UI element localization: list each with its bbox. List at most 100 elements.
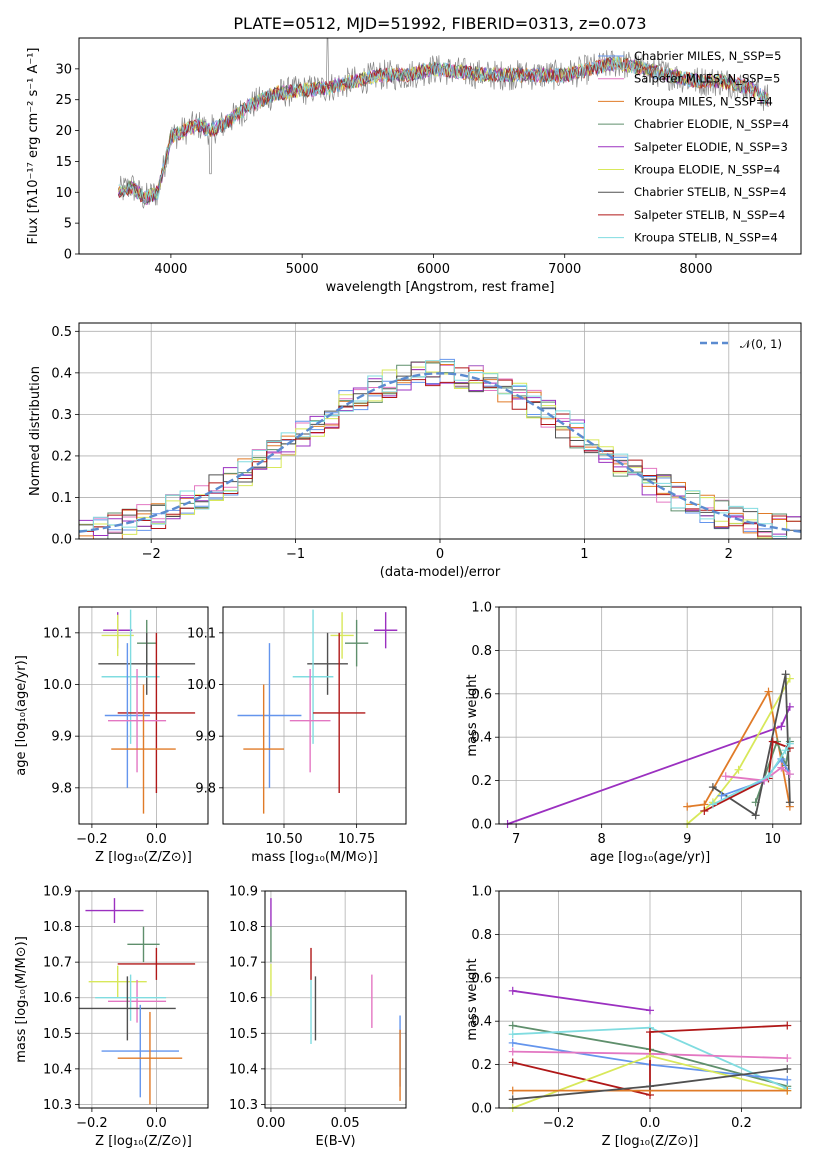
mass-weight-line — [712, 743, 791, 806]
x-tick-label: 0.2 — [731, 1116, 752, 1131]
x-tick-label: 8000 — [679, 262, 712, 277]
x-tick-label: 0.0 — [146, 832, 167, 847]
y-tick-label: 10.5 — [43, 1027, 72, 1042]
y-tick-label: 0.6 — [471, 687, 492, 702]
y-tick-label: 10.9 — [43, 885, 72, 900]
x-axis-label: Z [log₁₀(Z/Z⊙)] — [95, 850, 192, 865]
y-axis-label: mass [log₁₀(M/M⊙)] — [14, 936, 29, 1063]
x-tick-label: −0.2 — [543, 1116, 575, 1131]
y-tick-label: 0.3 — [51, 408, 72, 423]
legend-label: 𝒩(0, 1) — [740, 337, 782, 351]
x-tick-label: 10.50 — [265, 832, 302, 847]
mass-weight-line — [686, 678, 791, 825]
mass-weight-line — [703, 740, 791, 812]
y-tick-label: 20 — [55, 124, 72, 139]
y-tick-label: 10.6 — [229, 991, 258, 1006]
y-tick-label: 5 — [64, 217, 72, 232]
y-tick-label: 0.4 — [51, 366, 72, 381]
y-tick-label: 10.0 — [43, 678, 72, 693]
figure-title: PLATE=0512, MJD=51992, FIBERID=0313, z=0… — [233, 14, 646, 33]
y-tick-label: 0.0 — [471, 1102, 492, 1117]
x-tick-label: 7000 — [548, 262, 581, 277]
y-tick-label: 0.4 — [471, 1015, 492, 1030]
x-tick-label: 0.0 — [146, 1116, 167, 1131]
panel-5 — [495, 606, 801, 828]
x-tick-label: −2 — [142, 547, 161, 562]
x-tick-label: 9 — [683, 832, 691, 847]
panel-7 — [261, 890, 406, 1112]
x-tick-label: 0.05 — [331, 1116, 360, 1131]
y-axis-label: mass weight — [465, 674, 480, 756]
y-tick-label: 0 — [64, 248, 72, 263]
y-tick-label: 0.6 — [471, 971, 492, 986]
y-tick-label: 10.7 — [43, 956, 72, 971]
y-tick-label: 10.3 — [229, 1098, 258, 1113]
axes-frame — [498, 606, 802, 825]
x-axis-label: Z [log₁₀(Z/Z⊙)] — [95, 1134, 192, 1149]
axes-frame — [78, 322, 802, 540]
x-tick-label: 0.0 — [640, 1116, 661, 1131]
legend-label: Salpeter ELODIE, N_SSP=3 — [634, 140, 788, 154]
y-tick-label: 0.1 — [51, 491, 72, 506]
y-tick-label: 0.0 — [471, 818, 492, 833]
y-axis-label: age [log₁₀(age/yr)] — [14, 655, 29, 776]
x-tick-label: 4000 — [154, 262, 187, 277]
axes-frame — [78, 890, 209, 1109]
y-tick-label: 10.0 — [187, 678, 216, 693]
x-tick-label: 7 — [512, 832, 520, 847]
y-tick-label: 10.1 — [187, 626, 216, 641]
x-tick-label: 10.75 — [338, 832, 375, 847]
legend-label: Chabrier STELIB, N_SSP=4 — [634, 185, 786, 199]
x-tick-label: 2 — [725, 547, 733, 562]
x-tick-label: 10 — [764, 832, 781, 847]
y-tick-label: 10.4 — [229, 1062, 258, 1077]
y-axis-label: Flux [fλ10⁻¹⁷ erg cm⁻² s⁻¹ A⁻¹] — [26, 48, 41, 245]
y-tick-label: 9.8 — [51, 781, 72, 796]
legend-label: Kroupa MILES, N_SSP=4 — [634, 94, 773, 108]
mass-weight-line — [512, 989, 651, 1012]
x-tick-label: 6000 — [417, 262, 450, 277]
x-axis-label: mass [log₁₀(M/M⊙)] — [251, 850, 378, 865]
legend-label: Chabrier MILES, N_SSP=5 — [634, 49, 781, 63]
model-spectrum-line — [118, 56, 769, 204]
y-tick-label: 1.0 — [471, 601, 492, 616]
model-spectrum-line — [118, 56, 769, 204]
mass-weight-line — [712, 674, 791, 817]
legend-label: Kroupa ELODIE, N_SSP=4 — [634, 163, 780, 177]
x-tick-label: 0.00 — [256, 1116, 285, 1131]
y-tick-label: 9.9 — [51, 730, 72, 745]
y-tick-label: 0.2 — [471, 1058, 492, 1073]
y-tick-label: 25 — [55, 93, 72, 108]
y-tick-label: 0.5 — [51, 325, 72, 340]
x-axis-label: (data-model)/error — [380, 565, 501, 580]
y-axis-label: mass weight — [465, 958, 480, 1040]
x-tick-label: 5000 — [286, 262, 319, 277]
y-tick-label: 15 — [55, 155, 72, 170]
y-tick-label: 10.4 — [43, 1062, 72, 1077]
y-tick-label: 9.8 — [195, 781, 216, 796]
axes-frame — [78, 606, 209, 825]
mass-weight-line — [512, 1024, 788, 1097]
x-tick-label: −0.2 — [76, 832, 108, 847]
x-tick-label: 1 — [580, 547, 588, 562]
y-tick-label: 10.8 — [229, 920, 258, 935]
y-tick-label: 0.8 — [471, 928, 492, 943]
y-tick-label: 0.8 — [471, 644, 492, 659]
y-tick-label: 10.3 — [43, 1098, 72, 1113]
x-axis-label: Z [log₁₀(Z/Z⊙)] — [602, 1134, 699, 1149]
y-tick-label: 10 — [55, 186, 72, 201]
y-tick-label: 10.5 — [229, 1027, 258, 1042]
legend-label: Salpeter STELIB, N_SSP=4 — [634, 208, 785, 222]
x-axis-label: age [log₁₀(age/yr)] — [590, 850, 711, 865]
y-tick-label: 0.4 — [471, 731, 492, 746]
y-tick-label: 10.6 — [43, 991, 72, 1006]
y-tick-label: 30 — [55, 62, 72, 77]
axes-frame — [222, 606, 407, 825]
axes-frame — [498, 890, 802, 1109]
mass-weight-line — [507, 706, 791, 825]
y-tick-label: 0.0 — [51, 533, 72, 548]
legend-label: Salpeter MILES, N_SSP=5 — [634, 72, 780, 86]
y-tick-label: 0.2 — [51, 449, 72, 464]
y-axis-label: Normed distribution — [28, 366, 43, 496]
